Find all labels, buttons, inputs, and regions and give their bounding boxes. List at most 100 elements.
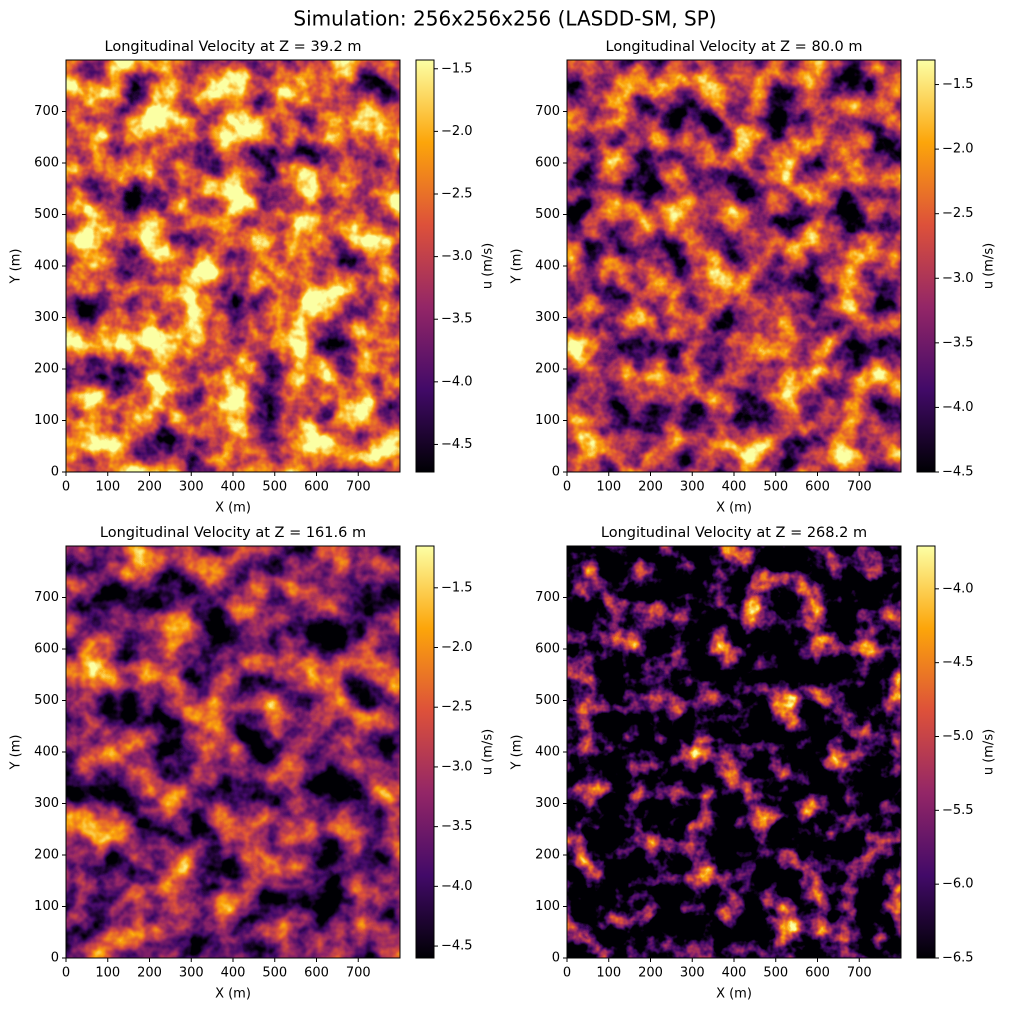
y-tick-label: 600 — [34, 642, 59, 657]
y-axis-label: Y (m) — [9, 735, 24, 771]
heatmap-image — [567, 60, 901, 472]
x-axis-label: X (m) — [716, 501, 752, 516]
x-tick-label: 0 — [563, 480, 571, 495]
colorbar-tick-label: −4.0 — [441, 374, 473, 389]
x-tick-label: 100 — [596, 966, 621, 981]
y-tick-label: 500 — [34, 207, 59, 222]
heatmap-image — [66, 546, 400, 958]
colorbar-tick-label: −2.0 — [942, 142, 974, 157]
colorbar-tick-label: −1.5 — [441, 61, 473, 76]
colorbar-tick-label: −4.5 — [942, 465, 974, 480]
axes-title: Longitudinal Velocity at Z = 39.2 m — [105, 39, 362, 55]
y-tick-label: 500 — [34, 693, 59, 708]
y-tick-label: 0 — [51, 465, 59, 480]
figure-title: Simulation: 256x256x256 (LASDD-SM, SP) — [293, 7, 716, 31]
x-tick-label: 500 — [763, 480, 788, 495]
colorbar-tick-label: −3.5 — [441, 819, 473, 834]
y-tick-label: 300 — [535, 310, 560, 325]
x-tick-label: 500 — [763, 966, 788, 981]
y-tick-label: 300 — [535, 796, 560, 811]
colorbar — [916, 545, 936, 959]
y-tick-label: 100 — [535, 413, 560, 428]
y-axis-label: Y (m) — [510, 249, 525, 285]
colorbar — [916, 59, 936, 473]
x-tick-label: 400 — [221, 480, 246, 495]
colorbar — [415, 545, 435, 959]
y-tick-label: 200 — [535, 848, 560, 863]
y-tick-label: 400 — [535, 259, 560, 274]
x-tick-label: 300 — [680, 480, 705, 495]
colorbar-tick-label: −2.0 — [441, 640, 473, 655]
y-tick-label: 700 — [535, 590, 560, 605]
y-tick-label: 400 — [34, 259, 59, 274]
colorbar-tick-label: −5.0 — [942, 729, 974, 744]
y-tick-label: 600 — [34, 156, 59, 171]
y-axis-label: Y (m) — [9, 249, 24, 285]
x-axis-label: X (m) — [215, 501, 251, 516]
colorbar-label: u (m/s) — [982, 729, 997, 775]
x-tick-label: 500 — [262, 480, 287, 495]
x-tick-label: 0 — [563, 966, 571, 981]
colorbar-tick-label: −6.0 — [942, 877, 974, 892]
colorbar-tick-label: −4.0 — [942, 400, 974, 415]
colorbar-label: u (m/s) — [982, 243, 997, 289]
x-tick-label: 100 — [95, 966, 120, 981]
y-tick-label: 100 — [535, 899, 560, 914]
y-axis-label: Y (m) — [510, 735, 525, 771]
x-tick-label: 500 — [262, 966, 287, 981]
colorbar-tick-label: −2.0 — [441, 124, 473, 139]
x-tick-label: 300 — [680, 966, 705, 981]
x-tick-label: 600 — [304, 966, 329, 981]
colorbar-tick-label: −3.0 — [942, 271, 974, 286]
x-tick-label: 300 — [179, 480, 204, 495]
colorbar-tick-label: −1.5 — [942, 77, 974, 92]
colorbar-tick-label: −4.5 — [441, 437, 473, 452]
y-tick-label: 600 — [535, 156, 560, 171]
x-tick-label: 0 — [62, 966, 70, 981]
x-tick-label: 400 — [722, 480, 747, 495]
colorbar-label: u (m/s) — [481, 729, 496, 775]
y-tick-label: 700 — [34, 104, 59, 119]
colorbar-tick-label: −3.0 — [441, 759, 473, 774]
colorbar-tick-label: −4.5 — [942, 655, 974, 670]
colorbar-tick-label: −2.5 — [441, 700, 473, 715]
colorbar-tick-label: −4.0 — [441, 879, 473, 894]
colorbar-tick-label: −6.5 — [942, 951, 974, 966]
y-tick-label: 400 — [34, 745, 59, 760]
x-tick-label: 600 — [304, 480, 329, 495]
y-tick-label: 600 — [535, 642, 560, 657]
heatmap-image — [567, 546, 901, 958]
x-tick-label: 200 — [137, 480, 162, 495]
axes-title: Longitudinal Velocity at Z = 161.6 m — [100, 525, 366, 541]
x-tick-label: 700 — [346, 480, 371, 495]
y-tick-label: 0 — [552, 951, 560, 966]
y-tick-label: 100 — [34, 413, 59, 428]
x-tick-label: 400 — [722, 966, 747, 981]
y-tick-label: 0 — [51, 951, 59, 966]
y-tick-label: 100 — [34, 899, 59, 914]
colorbar-tick-label: −3.5 — [942, 335, 974, 350]
colorbar-label: u (m/s) — [481, 243, 496, 289]
y-tick-label: 300 — [34, 310, 59, 325]
y-tick-label: 700 — [535, 104, 560, 119]
x-axis-label: X (m) — [716, 987, 752, 1002]
colorbar-tick-label: −5.5 — [942, 803, 974, 818]
y-tick-label: 200 — [34, 362, 59, 377]
y-tick-label: 200 — [34, 848, 59, 863]
x-tick-label: 200 — [638, 480, 663, 495]
y-tick-label: 400 — [535, 745, 560, 760]
x-tick-label: 100 — [596, 480, 621, 495]
x-tick-label: 400 — [221, 966, 246, 981]
axes-title: Longitudinal Velocity at Z = 80.0 m — [606, 39, 863, 55]
x-tick-label: 700 — [847, 966, 872, 981]
y-tick-label: 0 — [552, 465, 560, 480]
colorbar-tick-label: −1.5 — [441, 580, 473, 595]
y-tick-label: 200 — [535, 362, 560, 377]
colorbar-tick-label: −4.0 — [942, 581, 974, 596]
colorbar — [415, 59, 435, 473]
heatmap-image — [66, 60, 400, 472]
x-tick-label: 200 — [137, 966, 162, 981]
x-tick-label: 700 — [346, 966, 371, 981]
x-tick-label: 0 — [62, 480, 70, 495]
colorbar-tick-label: −3.0 — [441, 249, 473, 264]
